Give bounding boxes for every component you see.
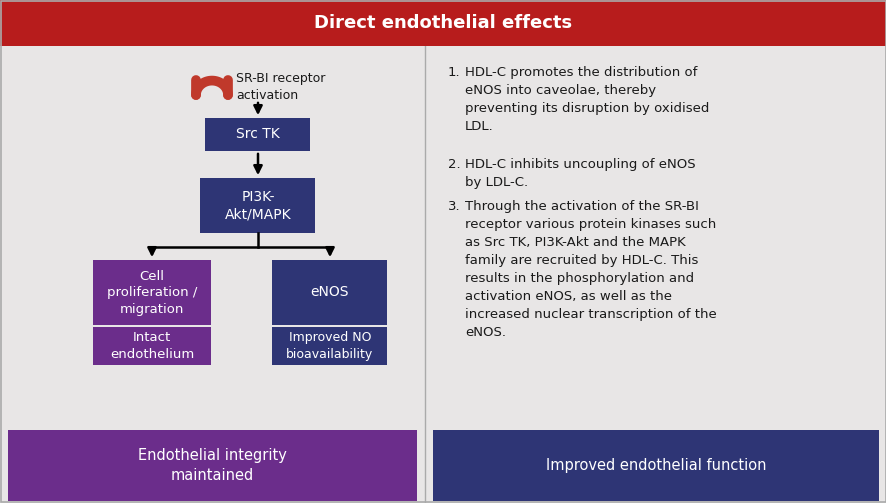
Bar: [272, 327, 387, 365]
Text: HDL-C promotes the distribution of
eNOS into caveolae, thereby
preventing its di: HDL-C promotes the distribution of eNOS …: [464, 66, 709, 133]
Bar: [93, 260, 211, 325]
Text: HDL-C inhibits uncoupling of eNOS
by LDL-C.: HDL-C inhibits uncoupling of eNOS by LDL…: [464, 158, 695, 189]
Text: Endothelial integrity
maintained: Endothelial integrity maintained: [138, 448, 286, 482]
Bar: [200, 178, 315, 233]
Bar: [272, 260, 387, 325]
Text: Cell
proliferation /
migration: Cell proliferation / migration: [106, 270, 197, 315]
Text: Improved endothelial function: Improved endothelial function: [545, 458, 766, 473]
Text: Direct endothelial effects: Direct endothelial effects: [314, 14, 572, 32]
Text: PI3K-
Akt/MAPK: PI3K- Akt/MAPK: [224, 190, 291, 221]
Text: SR-BI receptor
activation: SR-BI receptor activation: [236, 72, 325, 102]
Text: Through the activation of the SR-BI
receptor various protein kinases such
as Src: Through the activation of the SR-BI rece…: [464, 200, 716, 339]
Text: Src TK: Src TK: [236, 127, 280, 141]
Text: eNOS: eNOS: [310, 286, 349, 299]
Bar: [8, 430, 416, 501]
Text: Improved NO
bioavailability: Improved NO bioavailability: [286, 331, 373, 361]
Bar: [0, 0, 886, 46]
Bar: [432, 430, 878, 501]
Bar: [206, 118, 310, 151]
Text: 3.: 3.: [447, 200, 460, 213]
Text: 1.: 1.: [447, 66, 460, 79]
Bar: [93, 327, 211, 365]
Text: 2.: 2.: [447, 158, 460, 171]
Text: Intact
endothelium: Intact endothelium: [110, 331, 194, 361]
